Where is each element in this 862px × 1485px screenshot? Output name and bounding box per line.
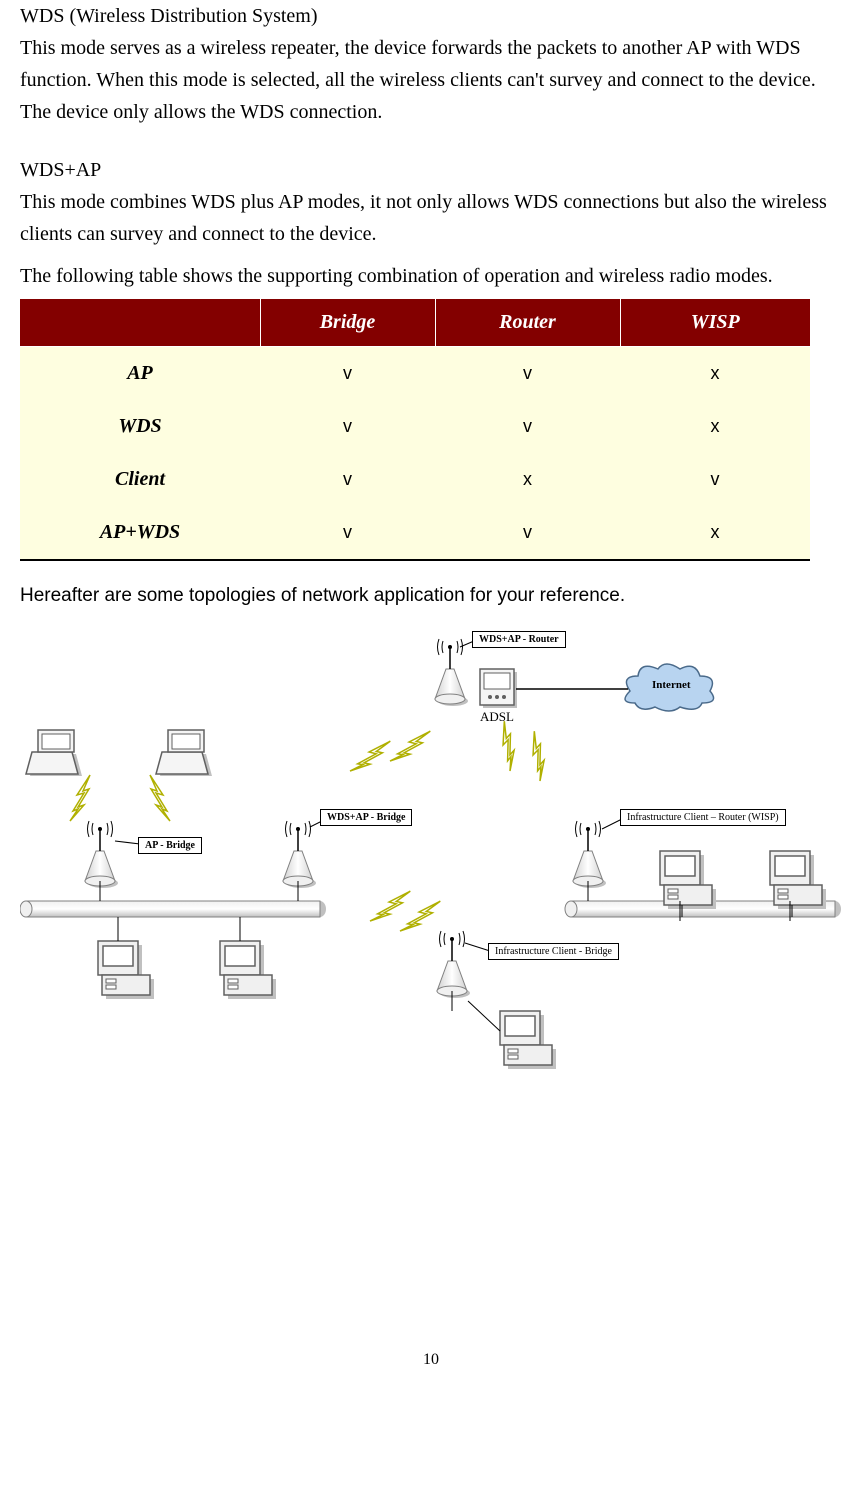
network-topology-diagram: WDS+AP - Router WDS+AP - Bridge AP - Bri…: [20, 621, 842, 1121]
label-infra-client-bridge: Infrastructure Client - Bridge: [488, 943, 619, 960]
table-cell: v: [620, 453, 810, 506]
table-header: Router: [435, 299, 620, 347]
label-wds-ap-router: WDS+AP - Router: [472, 631, 566, 648]
wdsap-title: WDS+AP: [20, 154, 842, 186]
table-row-label: AP: [20, 347, 260, 401]
label-ap-bridge: AP - Bridge: [138, 837, 202, 854]
table-row-label: Client: [20, 453, 260, 506]
label-wds-ap-bridge: WDS+AP - Bridge: [320, 809, 412, 826]
wds-body: This mode serves as a wireless repeater,…: [20, 32, 842, 128]
table-cell: v: [260, 453, 435, 506]
label-internet: Internet: [652, 679, 691, 691]
table-header: WISP: [620, 299, 810, 347]
table-cell: x: [620, 400, 810, 453]
modes-table: Bridge Router WISP AP v v x WDS v v x Cl…: [20, 298, 810, 561]
table-header: [20, 299, 260, 347]
table-cell: v: [435, 506, 620, 560]
table-cell: x: [435, 453, 620, 506]
label-infra-client-router: Infrastructure Client – Router (WISP): [620, 809, 786, 826]
table-cell: v: [260, 400, 435, 453]
table-header: Bridge: [260, 299, 435, 347]
table-cell: x: [620, 506, 810, 560]
table-row-label: AP+WDS: [20, 506, 260, 560]
table-cell: v: [260, 347, 435, 401]
table-intro: The following table shows the supporting…: [20, 260, 842, 292]
topologies-intro: Hereafter are some topologies of network…: [20, 585, 842, 607]
table-row-label: WDS: [20, 400, 260, 453]
table-cell: x: [620, 347, 810, 401]
table-cell: v: [435, 400, 620, 453]
table-cell: v: [260, 506, 435, 560]
label-adsl: ADSL: [480, 709, 514, 725]
wds-title: WDS (Wireless Distribution System): [20, 0, 842, 32]
table-cell: v: [435, 347, 620, 401]
wdsap-body: This mode combines WDS plus AP modes, it…: [20, 186, 842, 250]
page-number: 10: [20, 1351, 842, 1369]
